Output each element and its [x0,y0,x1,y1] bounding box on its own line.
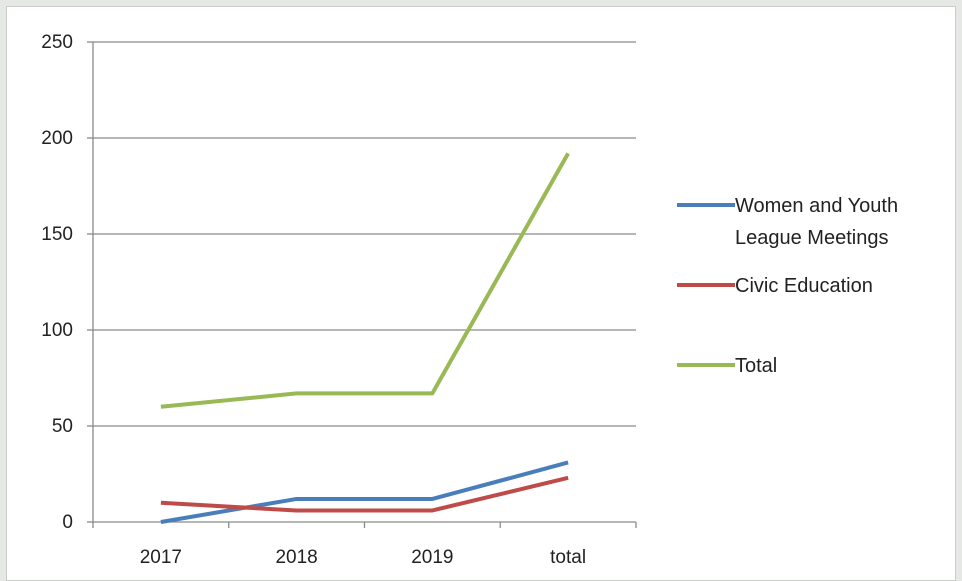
x-tick-label: 2019 [411,547,453,568]
gridlines [93,41,636,427]
series-line-3 [160,152,570,409]
y-tick-label: 250 [41,32,73,53]
series-lines [160,152,570,524]
y-tick-label: 0 [62,512,73,533]
x-tick-label: total [550,547,586,568]
y-tick-label: 200 [41,128,73,149]
series-line-1 [160,460,569,524]
axes [87,41,637,528]
series-line-2 [160,475,569,513]
x-tick-labels: 2017 2018 2019 total [140,547,586,568]
x-tick-label: 2017 [140,547,182,568]
legend-label: League Meetings [735,227,888,249]
x-tick-label: 2018 [275,547,317,568]
legend-label: Women and Youth [735,195,898,217]
y-tick-label: 100 [41,320,73,341]
legend-label: Total [735,355,777,377]
y-tick-label: 150 [41,224,73,245]
y-tick-labels: 0 50 100 150 200 250 [41,32,73,533]
y-tick-label: 50 [52,416,73,437]
legend: Women and Youth League Meetings Civic Educ… [677,195,898,377]
legend-label: Civic Education [735,275,873,297]
